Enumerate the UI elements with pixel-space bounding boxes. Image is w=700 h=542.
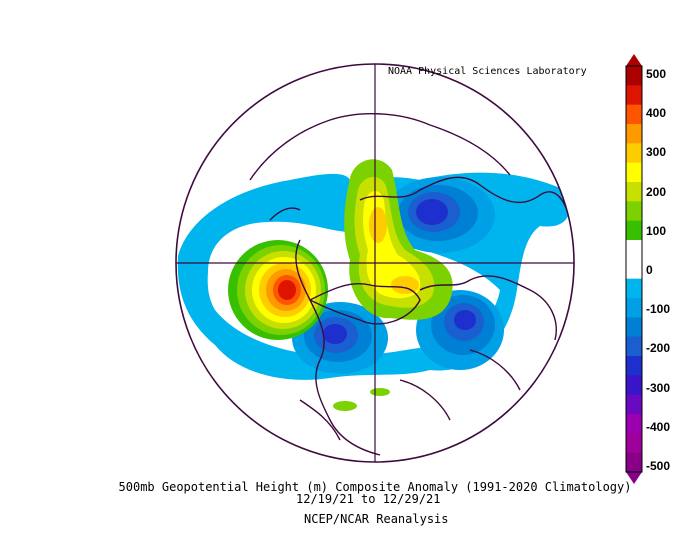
colorbar-tick-label: 300 [646, 145, 667, 160]
anomaly-field [177, 159, 570, 411]
colorbar-segment [626, 66, 642, 86]
colorbar-segment [626, 414, 642, 434]
colorbar-tick-label: 0 [646, 263, 653, 277]
colorbar-segment [626, 104, 642, 125]
colorbar-segment [626, 240, 642, 260]
colorbar-segment [626, 356, 642, 376]
colorbar-tick-label: -200 [646, 341, 671, 356]
date-range: 12/19/21 to 12/29/21 [296, 492, 441, 506]
colorbar-tick-label: 100 [646, 223, 667, 238]
map-title: 500mb Geopotential Height (m) Composite … [118, 480, 632, 494]
colorbar-max-arrow [626, 54, 642, 66]
colorbar-min-arrow [626, 472, 642, 484]
colorbar-segment [626, 433, 642, 454]
colorbar-segment [626, 278, 642, 299]
colorbar-segment [626, 182, 642, 202]
colorbar-segment [626, 201, 642, 222]
colorbar-tick-label: -500 [646, 459, 671, 473]
colorbar-segment [626, 452, 642, 473]
colorbar-tick-label: -400 [646, 419, 671, 434]
colorbar [625, 54, 643, 484]
colorbar-segment [626, 375, 642, 396]
colorbar-tick-label: 500 [646, 67, 667, 81]
colorbar-tick-label: 200 [646, 184, 667, 199]
colorbar-segment [626, 143, 642, 164]
colorbar-segment [626, 220, 642, 241]
colorbar-segment [626, 85, 642, 106]
colorbar-segment [626, 162, 642, 183]
credit-label: NOAA Physical Sciences Laboratory [388, 66, 587, 77]
reanalysis-label: NCEP/NCAR Reanalysis [304, 512, 449, 526]
colorbar-segment [626, 298, 642, 318]
colorbar-tick-label: -300 [646, 380, 671, 395]
colorbar-segment [626, 317, 642, 338]
colorbar-tick-label: 400 [646, 106, 667, 121]
colorbar-segment [626, 336, 642, 357]
colorbar-tick-label: -100 [646, 302, 671, 317]
colorbar-segment [626, 124, 642, 144]
colorbar-segment [626, 394, 642, 415]
colorbar-segment [626, 259, 642, 280]
